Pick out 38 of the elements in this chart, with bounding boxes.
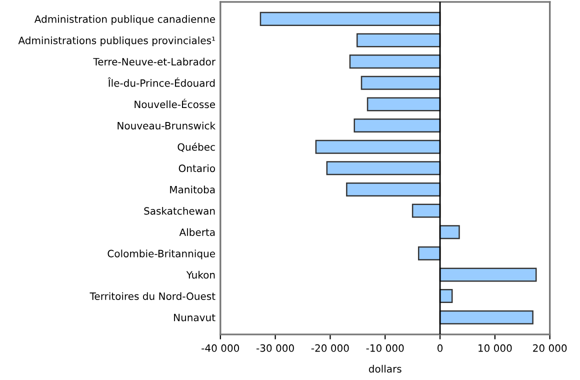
bar: [354, 118, 441, 133]
bar: [349, 54, 441, 69]
bar: [260, 12, 441, 26]
y-tick-label: Ontario: [178, 164, 215, 172]
y-tick-label: Nouveau-Brunswick: [118, 122, 216, 130]
bar: [439, 289, 453, 304]
y-tick-label: Île-du-Prince-Édouard: [108, 77, 215, 87]
x-tick-label: -20 000: [311, 344, 349, 352]
x-tick-label: -30 000: [256, 344, 294, 352]
x-tick-label: 10 000: [478, 344, 512, 352]
bar: [439, 268, 537, 282]
x-tick-label: 20 000: [533, 344, 567, 352]
bar: [315, 140, 441, 154]
y-tick-label: Alberta: [179, 228, 215, 236]
y-tick-label: Nouvelle-Écosse: [134, 98, 216, 108]
y-tick-label: Manitoba: [170, 186, 215, 194]
bar: [439, 225, 460, 240]
bar: [356, 33, 441, 48]
y-tick-label: Nunavut: [174, 314, 216, 322]
y-tick-label: Saskatchewan: [144, 206, 215, 215]
y-tick-label: Yukon: [186, 270, 215, 279]
bar: [418, 246, 441, 260]
y-tick-label: Administrations publiques provinciales¹: [18, 36, 215, 46]
bar: [439, 310, 534, 324]
x-tick-label: 0: [438, 344, 443, 352]
y-tick-label: Territoires du Nord-Ouest: [90, 292, 216, 300]
x-tick-label: -10 000: [366, 344, 404, 352]
bar: [346, 182, 441, 196]
y-tick-label: Terre-Neuve-et-Labrador: [93, 58, 216, 66]
y-tick-label: Administration publique canadienne: [34, 15, 216, 25]
bar: [360, 76, 441, 90]
y-tick-label: Colombie-Britannique: [108, 250, 216, 260]
x-axis-title: dollars: [368, 364, 402, 373]
bar: [366, 97, 441, 112]
x-tick-label: -40 000: [202, 344, 240, 352]
y-tick-label: Québec: [178, 142, 215, 152]
bar: [326, 161, 441, 176]
bar: [412, 204, 441, 218]
